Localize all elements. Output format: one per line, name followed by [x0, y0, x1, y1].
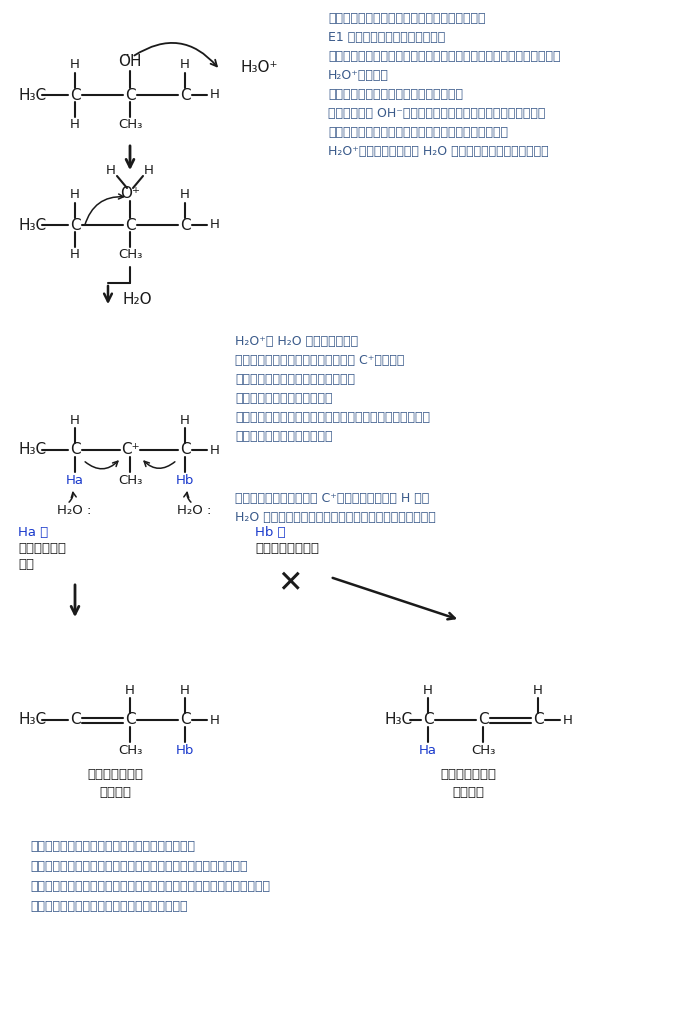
Text: C: C [477, 712, 489, 727]
Text: Hb: Hb [176, 473, 194, 487]
Text: H: H [106, 164, 116, 177]
Text: 主生成物: 主生成物 [99, 785, 131, 799]
Text: H: H [423, 684, 433, 697]
Text: H: H [125, 684, 135, 697]
Text: CH₃: CH₃ [118, 249, 142, 261]
Text: H₂O⁺となると、安定な H₂O となって脱離しやすくなる。: H₂O⁺となると、安定な H₂O となって脱離しやすくなる。 [328, 145, 549, 158]
Text: H: H [70, 414, 80, 427]
Text: H₂O: H₂O [123, 292, 153, 307]
Text: H: H [70, 189, 80, 201]
Text: 始めに、アルコールのヒドロキシ基が、酸によってプロトン化され、: 始めに、アルコールのヒドロキシ基が、酸によってプロトン化され、 [328, 50, 560, 63]
Text: ヒドロキシ基が結合していた炭素が C⁺となり、: ヒドロキシ基が結合していた炭素が C⁺となり、 [235, 354, 404, 367]
Text: アルケンは、置換基が多いほど、熱力学的に安定性が高いからである。: アルケンは、置換基が多いほど、熱力学的に安定性が高いからである。 [30, 880, 270, 893]
Text: H₂O :: H₂O : [177, 504, 211, 516]
Text: H: H [563, 713, 573, 726]
Text: CH₃: CH₃ [118, 119, 142, 131]
Text: H₂O :: H₂O : [57, 504, 91, 516]
Text: C: C [70, 712, 80, 727]
Text: C: C [179, 443, 191, 457]
Text: C⁺: C⁺ [121, 443, 140, 457]
Text: これをセイチェフ則（ザイチェフ則）と呼ぶ。: これをセイチェフ則（ザイチェフ則）と呼ぶ。 [30, 900, 188, 913]
Text: CH₃: CH₃ [118, 744, 142, 757]
Text: C: C [70, 217, 80, 233]
Text: H: H [70, 249, 80, 261]
Text: C: C [179, 712, 191, 727]
Text: H: H [210, 218, 220, 232]
Text: C: C [125, 87, 135, 103]
Text: C: C [125, 217, 135, 233]
Text: Hb: Hb [176, 744, 194, 757]
Text: H: H [144, 164, 154, 177]
Text: H: H [180, 684, 190, 697]
Text: CH₃: CH₃ [118, 473, 142, 487]
Text: 三置換アルケン: 三置換アルケン [87, 768, 143, 781]
Text: H₂O⁺になる。: H₂O⁺になる。 [328, 69, 389, 82]
Text: 二置換アルケン: 二置換アルケン [440, 768, 496, 781]
Text: H: H [210, 713, 220, 726]
Text: Ha: Ha [66, 473, 84, 487]
Text: 通常、アルケンの置換基の数がより多いものが主生成物となる。: 通常、アルケンの置換基の数がより多いものが主生成物となる。 [30, 860, 248, 873]
Text: 安定性の低い OH⁻となるので、そのままでは脱離しにくい。: 安定性の低い OH⁻となるので、そのままでは脱離しにくい。 [328, 107, 545, 120]
Text: カルボカチオン中間体を生成する。: カルボカチオン中間体を生成する。 [235, 373, 355, 386]
Text: C: C [70, 443, 80, 457]
Text: H: H [70, 119, 80, 131]
Text: O⁺: O⁺ [120, 186, 140, 200]
Text: この段階が律速段階なので、: この段階が律速段階なので、 [235, 392, 332, 405]
Text: H₃C: H₃C [18, 443, 46, 457]
Text: H₂O にプロトンとして引き抜かれ、アルケンができる。: H₂O にプロトンとして引き抜かれ、アルケンができる。 [235, 511, 436, 524]
Text: 脱離反応のようにアルケンを生成する反応では、: 脱離反応のようにアルケンを生成する反応では、 [30, 840, 195, 853]
Text: 酸性条件におけるアルコールの分子内脱水は、: 酸性条件におけるアルコールの分子内脱水は、 [328, 12, 486, 25]
Text: CH₃: CH₃ [471, 744, 495, 757]
Text: C: C [179, 217, 191, 233]
Text: H₃O⁺: H₃O⁺ [240, 60, 278, 74]
Text: Hb が: Hb が [255, 525, 285, 538]
Text: H: H [180, 189, 190, 201]
Text: ÖH: ÖH [118, 55, 142, 69]
Text: カルボカチオン中間体の C⁺に隣接する炭素の H が、: カルボカチオン中間体の C⁺に隣接する炭素の H が、 [235, 492, 429, 505]
Text: H: H [180, 59, 190, 71]
Text: C: C [70, 87, 80, 103]
Text: 場合: 場合 [18, 558, 34, 571]
Text: H: H [180, 414, 190, 427]
Text: 副生成物: 副生成物 [452, 785, 484, 799]
Text: C: C [423, 712, 433, 727]
Text: Ha が: Ha が [18, 525, 48, 538]
Text: E1 脱離反応の機構で進行する。: E1 脱離反応の機構で進行する。 [328, 31, 445, 44]
Text: 引き抜かれた場合: 引き抜かれた場合 [255, 542, 319, 555]
Text: H: H [210, 444, 220, 456]
Text: 引き抜かれた: 引き抜かれた [18, 542, 66, 555]
Text: C: C [125, 712, 135, 727]
Text: H: H [533, 684, 543, 697]
Text: しかし、ヒドロキシ基が酸によってプロトン化され、: しかし、ヒドロキシ基が酸によってプロトン化され、 [328, 126, 508, 139]
Text: H₃C: H₃C [385, 712, 413, 727]
Text: Ha: Ha [419, 744, 437, 757]
Text: 分子内脱水は進行しやすい。: 分子内脱水は進行しやすい。 [235, 430, 332, 443]
Text: H₃C: H₃C [18, 87, 46, 103]
Text: 生成するカルボカチオンの安定性が高いアルコールほど、: 生成するカルボカチオンの安定性が高いアルコールほど、 [235, 411, 430, 424]
Text: H: H [210, 88, 220, 102]
Text: H: H [70, 59, 80, 71]
Text: ヒドロキシ基は、そのまま脱離すると、: ヒドロキシ基は、そのまま脱離すると、 [328, 88, 463, 101]
Text: ✕: ✕ [277, 570, 303, 598]
Text: H₃C: H₃C [18, 712, 46, 727]
Text: H₂O⁺が H₂O として脱離し、: H₂O⁺が H₂O として脱離し、 [235, 335, 358, 348]
Text: C: C [179, 87, 191, 103]
Text: C: C [533, 712, 543, 727]
Text: H₃C: H₃C [18, 217, 46, 233]
